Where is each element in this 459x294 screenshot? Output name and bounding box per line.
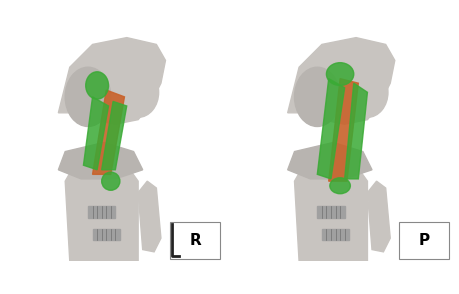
Polygon shape xyxy=(58,38,165,124)
Ellipse shape xyxy=(118,67,158,117)
Ellipse shape xyxy=(346,67,387,117)
Ellipse shape xyxy=(101,172,120,190)
Polygon shape xyxy=(287,38,394,124)
Polygon shape xyxy=(321,229,348,240)
Ellipse shape xyxy=(65,67,111,126)
Ellipse shape xyxy=(85,72,108,99)
Polygon shape xyxy=(88,206,115,218)
Polygon shape xyxy=(367,181,389,252)
Ellipse shape xyxy=(326,63,353,86)
Polygon shape xyxy=(317,206,344,218)
Polygon shape xyxy=(92,90,124,174)
Polygon shape xyxy=(83,97,108,170)
Text: R: R xyxy=(189,233,201,248)
Polygon shape xyxy=(101,101,127,170)
Polygon shape xyxy=(317,78,344,179)
Polygon shape xyxy=(294,158,367,261)
Text: P: P xyxy=(418,233,429,248)
FancyBboxPatch shape xyxy=(170,222,220,259)
FancyBboxPatch shape xyxy=(398,222,448,259)
Polygon shape xyxy=(138,181,161,252)
Polygon shape xyxy=(287,142,371,179)
Polygon shape xyxy=(344,83,367,179)
Polygon shape xyxy=(58,142,142,179)
Polygon shape xyxy=(328,78,358,181)
Polygon shape xyxy=(65,158,138,261)
Polygon shape xyxy=(92,229,120,240)
Ellipse shape xyxy=(294,67,339,126)
Ellipse shape xyxy=(329,178,350,194)
